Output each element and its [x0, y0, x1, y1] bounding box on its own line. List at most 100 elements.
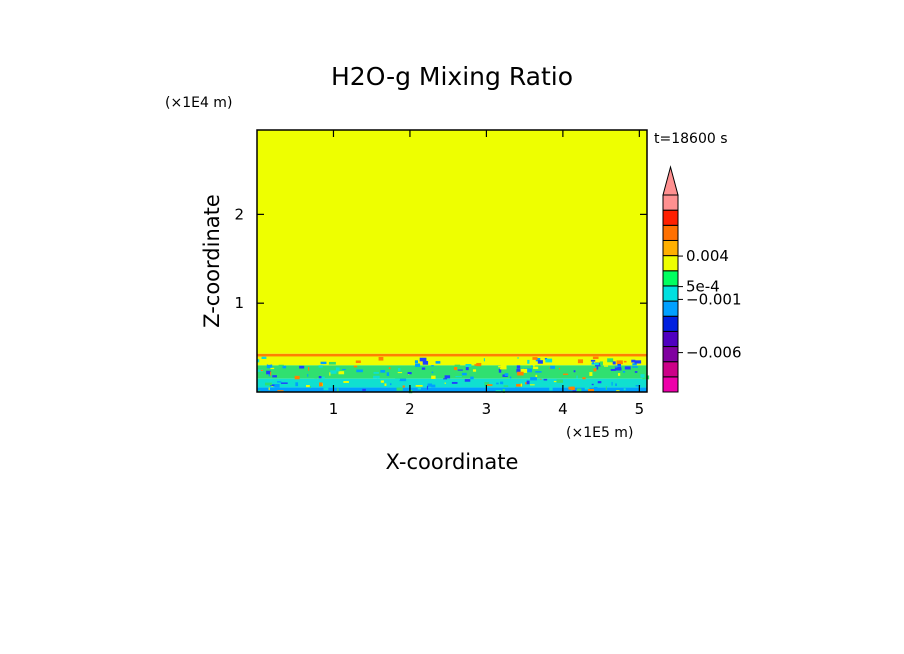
turbulence-streak [623, 360, 627, 363]
turbulence-streak [402, 385, 405, 388]
turbulence-streak [566, 360, 573, 362]
turbulence-streak [589, 372, 593, 376]
turbulence-streak [384, 383, 387, 386]
y-tick-label: 1 [234, 294, 244, 312]
turbulence-streak [499, 368, 507, 370]
turbulence-streak [576, 375, 578, 379]
turbulence-streak [329, 372, 331, 376]
turbulence-streak [520, 368, 528, 373]
turbulence-streak [635, 385, 641, 387]
turbulence-streak [640, 374, 645, 378]
plot-frame [256, 129, 648, 393]
contour-band-5 [257, 387, 647, 392]
turbulence-streak [622, 370, 626, 373]
turbulence-streak [397, 372, 403, 374]
turbulence-streak [616, 360, 623, 365]
turbulence-streak [624, 366, 631, 370]
turbulence-streak [261, 356, 267, 359]
turbulence-streak [525, 368, 532, 373]
turbulence-streak [380, 380, 384, 383]
turbulence-streak [356, 369, 363, 373]
turbulence-streak [545, 358, 553, 363]
turbulence-streak [274, 384, 280, 388]
turbulence-streak [444, 356, 448, 359]
turbulence-streak [530, 377, 537, 381]
turbulence-streak [461, 372, 467, 376]
turbulence-streak [584, 380, 587, 383]
y-axis-label: Z-coordinate [200, 194, 224, 328]
turbulence-streak [516, 365, 521, 369]
turbulence-streak [610, 368, 616, 371]
turbulence-streak [295, 382, 299, 387]
turbulence-streak [431, 375, 436, 379]
turbulence-streak [530, 365, 533, 367]
turbulence-streak [535, 371, 542, 373]
turbulence-streak [264, 382, 272, 386]
y-tick-label: 2 [234, 205, 244, 223]
turbulence-streak [335, 367, 340, 372]
turbulence-streak [577, 359, 584, 364]
colorbar-segment [662, 255, 679, 272]
turbulence-streak [592, 361, 594, 365]
turbulence-streak [330, 370, 337, 374]
turbulence-streak [591, 383, 594, 386]
turbulence-streak [484, 382, 490, 386]
turbulence-streak [270, 371, 272, 376]
colorbar-segment [662, 285, 679, 302]
turbulence-streak [455, 376, 462, 378]
turbulence-streak [642, 375, 650, 380]
turbulence-streak [576, 388, 582, 392]
contour-band-1 [257, 353, 647, 357]
turbulence-streak [614, 365, 621, 367]
turbulence-streak [268, 387, 270, 391]
turbulence-streak [426, 385, 429, 390]
turbulence-streak [407, 372, 412, 375]
turbulence-streak [543, 378, 548, 381]
x-tick-label: 2 [405, 400, 415, 418]
turbulence-streak [422, 360, 429, 365]
turbulence-streak [498, 368, 502, 373]
plot-area: 1 2 3 4 5 1 2 [234, 129, 650, 418]
turbulence-streak [318, 376, 322, 379]
turbulence-streak [588, 388, 595, 392]
turbulence-streak [282, 365, 287, 369]
turbulence-streak [348, 367, 351, 372]
turbulence-streak [634, 371, 638, 373]
x-tick-label: 3 [482, 400, 492, 418]
turbulence-streak [516, 383, 523, 387]
x-tick-label: 4 [558, 400, 568, 418]
turbulence-streak [533, 363, 535, 367]
turbulence-streak [515, 387, 522, 389]
turbulence-streak [380, 369, 386, 373]
turbulence-streak [277, 390, 284, 392]
turbulence-streak [464, 379, 471, 382]
turbulence-streak [457, 369, 463, 371]
turbulence-streak [272, 375, 277, 378]
turbulence-streak [550, 365, 556, 369]
turbulence-streak [615, 383, 617, 386]
turbulence-streak [527, 359, 530, 364]
turbulence-streak [535, 373, 538, 378]
turbulence-streak [278, 364, 284, 367]
turbulence-streak [487, 384, 493, 386]
time-label: t=18600 s [654, 131, 728, 147]
turbulence-streak [607, 358, 614, 363]
turbulence-streak [616, 390, 620, 392]
turbulence-streak [342, 368, 346, 371]
turbulence-streak [540, 378, 542, 380]
turbulence-streak [472, 369, 477, 372]
turbulence-streak [269, 384, 276, 387]
colorbar-label: −0.006 [686, 344, 742, 362]
colorbar-label: −0.001 [686, 290, 742, 308]
turbulence-streak [321, 376, 325, 379]
turbulence-streak [268, 361, 271, 365]
turbulence-streak [389, 383, 392, 386]
turbulence-streak [299, 365, 305, 369]
turbulence-streak [370, 356, 372, 359]
turbulence-streak [573, 370, 576, 373]
turbulence-streak [362, 388, 366, 391]
turbulence-streak [465, 364, 472, 368]
turbulence-streak [457, 373, 460, 377]
turbulence-streak [307, 367, 310, 371]
